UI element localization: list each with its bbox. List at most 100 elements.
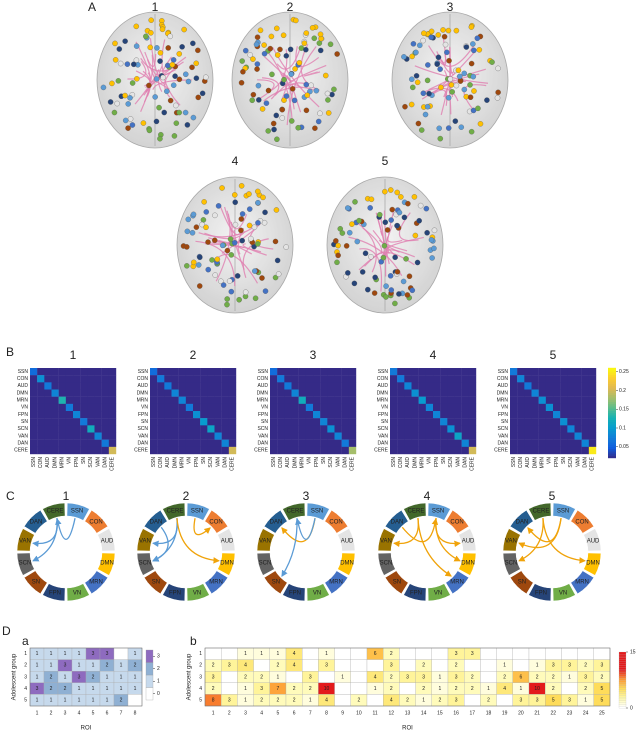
- ring-label: SN: [272, 580, 280, 586]
- matrix-background: [284, 396, 292, 405]
- ring-segment: [458, 552, 477, 576]
- ring-segment: [583, 528, 602, 552]
- matrix-background: [58, 411, 67, 419]
- matrix-background: [334, 418, 342, 426]
- column-label: VAN: [335, 457, 341, 467]
- empty-cell: [480, 671, 497, 683]
- matrix-background: [404, 446, 412, 455]
- node: [317, 110, 323, 117]
- column-label: 21: [534, 710, 540, 716]
- colorbar-step: [608, 376, 616, 380]
- ring-label: SSN: [311, 509, 323, 515]
- node: [124, 61, 131, 67]
- matrix-background: [411, 418, 419, 426]
- connection-arrow: [527, 518, 562, 543]
- column-label: MRN: [540, 457, 546, 469]
- column-label: SSN: [271, 457, 277, 468]
- matrix-background: [454, 418, 462, 426]
- matrix-background: [538, 439, 547, 448]
- node: [396, 291, 402, 297]
- matrix-background: [440, 389, 448, 397]
- ring-segment: [552, 583, 576, 602]
- matrix-background: [397, 389, 405, 397]
- matrix-background: [30, 446, 38, 455]
- matrix-background: [164, 403, 172, 412]
- empty-cell: [350, 659, 368, 672]
- ring-segment: [143, 570, 168, 595]
- node: [239, 211, 246, 217]
- matrix-background: [157, 382, 165, 390]
- matrix-background: [87, 439, 95, 448]
- column-label: DMN: [172, 457, 178, 469]
- matrix-background: [228, 439, 237, 448]
- column-label: MRN: [60, 457, 66, 469]
- ring-label: DAN: [150, 520, 163, 526]
- node: [295, 125, 301, 131]
- node: [289, 86, 296, 92]
- matrix-background: [348, 375, 357, 383]
- matrix-background: [468, 389, 477, 397]
- node: [392, 254, 398, 261]
- colorbar-step: [608, 437, 616, 441]
- matrix-background: [171, 403, 179, 412]
- matrix-background: [468, 368, 477, 376]
- matrix-background: [51, 418, 59, 426]
- matrix-background: [228, 418, 237, 426]
- ring-label: CERE: [167, 509, 184, 515]
- node: [437, 135, 444, 142]
- matrix-background: [397, 439, 405, 448]
- node: [224, 247, 231, 254]
- y-axis-label: Adolescent group: [187, 653, 193, 700]
- node: [424, 103, 431, 110]
- matrix-background: [277, 396, 285, 405]
- matrix-background: [468, 403, 477, 412]
- ring-label: SN: [32, 580, 40, 586]
- node: [401, 54, 407, 60]
- matrix-background: [200, 432, 208, 440]
- matrix-background: [30, 396, 38, 405]
- colorbar-step: [608, 383, 616, 387]
- matrix-background: [94, 446, 102, 455]
- matrix-background: [545, 368, 554, 376]
- column-label: 23: [567, 710, 573, 716]
- colorbar-step: [608, 417, 616, 420]
- node: [394, 222, 400, 229]
- node: [196, 283, 203, 289]
- matrix-background: [44, 403, 52, 412]
- matrix-background: [164, 375, 172, 383]
- cell-label: 1: [64, 651, 67, 657]
- matrix-background: [418, 375, 427, 383]
- node: [275, 271, 282, 277]
- matrix-background: [58, 432, 67, 440]
- matrix-background: [313, 396, 321, 405]
- matrix-background: [560, 375, 568, 383]
- matrix-background: [51, 403, 59, 412]
- matrix-background: [30, 389, 38, 397]
- matrix-background: [178, 411, 187, 419]
- cell-label: 3: [455, 651, 458, 657]
- row-label: MRN: [377, 398, 389, 404]
- matrix-background: [214, 446, 222, 455]
- connection-arrow: [281, 518, 298, 577]
- node: [269, 71, 275, 78]
- column-label: 25: [599, 710, 605, 716]
- column-label: SCN: [448, 457, 454, 468]
- node: [146, 82, 152, 89]
- ring-label: VAN: [380, 539, 392, 545]
- matrix-background: [553, 425, 561, 433]
- matrix-background: [305, 425, 314, 433]
- cell-label: 2: [471, 686, 474, 692]
- matrix-background: [567, 368, 575, 376]
- row-label: VAN: [258, 433, 268, 439]
- ring-segment: [42, 583, 66, 602]
- row-label: AUD: [257, 383, 268, 389]
- ring-label: VAN: [139, 539, 151, 545]
- node: [148, 30, 154, 36]
- row-label: VAN: [138, 433, 148, 439]
- node: [143, 33, 149, 40]
- matrix-background: [524, 375, 532, 383]
- heat-frame: [204, 647, 611, 707]
- matrix-background: [65, 375, 74, 383]
- cell-label: 1: [92, 663, 95, 669]
- column-label: SSN: [511, 457, 517, 468]
